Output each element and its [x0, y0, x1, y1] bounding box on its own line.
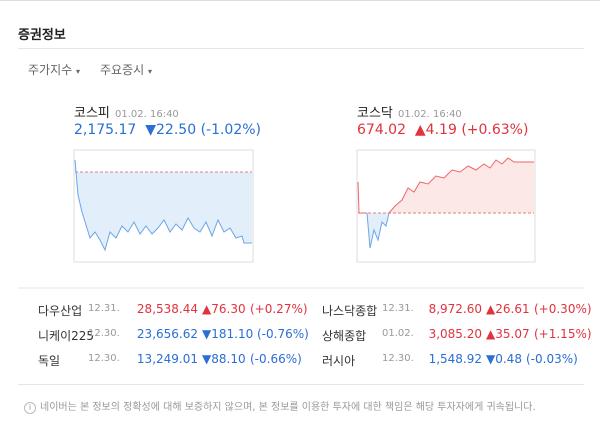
- chart-frame: [356, 149, 536, 263]
- market-change: ▲76.30: [202, 302, 246, 316]
- tab-label[interactable]: 주가지수: [28, 63, 73, 77]
- tab[interactable]: 주요증시 ▾: [100, 63, 153, 77]
- value: 674.02: [357, 122, 406, 138]
- market-name: 러시아: [322, 354, 356, 368]
- sparklines: [18, 149, 584, 289]
- market-row[interactable]: 독일 12.30. 13,249.01 ▼88.10 (-0.66%): [38, 352, 302, 368]
- rate: (-1.02%): [200, 122, 262, 138]
- value: 2,175.17: [74, 122, 137, 138]
- change: ▲4.19: [414, 122, 457, 138]
- market-date: 12.31.: [382, 303, 414, 314]
- area: [389, 158, 534, 213]
- market-change: ▼181.10: [202, 327, 254, 341]
- market-name: 니케이225: [38, 329, 95, 343]
- market-change: ▲35.07: [486, 327, 530, 341]
- tab-label[interactable]: 주요증시: [100, 63, 145, 77]
- market-date: 12.31.: [88, 303, 120, 314]
- market-change: ▼88.10: [202, 352, 246, 366]
- market-rate: (+0.30%): [534, 302, 592, 316]
- market-change: ▼0.48: [486, 352, 522, 366]
- rate: (+0.63%): [461, 122, 529, 138]
- tab[interactable]: 주가지수 ▾: [28, 63, 81, 77]
- market-value: 8,972.60: [428, 302, 482, 316]
- market-value: 1,548.92: [428, 352, 482, 366]
- market-date: 12.30.: [382, 353, 414, 364]
- title: 증권정보: [18, 28, 66, 43]
- sparkline: [357, 181, 367, 214]
- market-date: 12.30.: [88, 328, 120, 339]
- market-date: 01.02.: [382, 328, 414, 339]
- index-name: 코스피: [74, 106, 110, 121]
- divider: [18, 48, 584, 49]
- market-name: 나스닥종합: [322, 304, 378, 318]
- change: ▼22.50: [145, 122, 197, 138]
- market-name: 다우산업: [38, 304, 83, 318]
- market-row[interactable]: 상해종합 01.02. 3,085.20 ▲35.07 (+1.15%): [322, 327, 592, 343]
- market-row[interactable]: 다우산업 12.31. 28,538.44 ▲76.30 (+0.27%): [38, 302, 308, 318]
- market-rate: (+1.15%): [534, 327, 592, 341]
- index-head: 코스닥 01.02. 16:40: [357, 102, 462, 121]
- market-rate: (-0.03%): [526, 352, 578, 366]
- market-name: 상해종합: [322, 329, 367, 343]
- sparkline: [388, 157, 534, 214]
- market-row[interactable]: 러시아 12.30. 1,548.92 ▼0.48 (-0.03%): [322, 352, 582, 368]
- market-rate: (-0.66%): [250, 352, 302, 366]
- notice-text: 네이버는 본 정보의 정확성에 대해 보증하지 않으며, 본 정보를 이용한 투…: [40, 402, 536, 413]
- area: [75, 160, 252, 250]
- market-row[interactable]: 나스닥종합 12.31. 8,972.60 ▲26.61 (+0.30%): [322, 302, 592, 318]
- index-head: 코스피 01.02. 16:40: [74, 102, 179, 121]
- index-time: 01.02. 16:40: [397, 109, 462, 120]
- chart-frame: [73, 149, 254, 263]
- index-time: 01.02. 16:40: [114, 109, 179, 120]
- index-value: 2,175.17 ▼22.50 (-1.02%): [74, 122, 261, 138]
- sparkline: [74, 159, 252, 252]
- market-value: 23,656.62: [136, 327, 198, 341]
- market-value: 3,085.20: [428, 327, 482, 341]
- notice: i 네이버는 본 정보의 정확성에 대해 보증하지 않으며, 본 정보를 이용한 …: [24, 398, 536, 414]
- market-row[interactable]: 니케이225 12.30. 23,656.62 ▼181.10 (-0.76%): [38, 327, 309, 343]
- market-date: 12.30.: [88, 353, 120, 364]
- market-value: 13,249.01: [136, 352, 198, 366]
- sparkline: [366, 212, 390, 249]
- market-value: 28,538.44: [136, 302, 198, 316]
- index-name: 코스닥: [357, 106, 393, 121]
- market-rate: (-0.76%): [257, 327, 309, 341]
- top-border: [0, 0, 600, 1]
- market-name: 독일: [38, 354, 61, 368]
- divider: [18, 384, 584, 385]
- index-value: 674.02 ▲4.19 (+0.63%): [357, 122, 528, 138]
- area: [367, 213, 389, 248]
- market-change: ▲26.61: [486, 302, 530, 316]
- market-rate: (+0.27%): [250, 302, 308, 316]
